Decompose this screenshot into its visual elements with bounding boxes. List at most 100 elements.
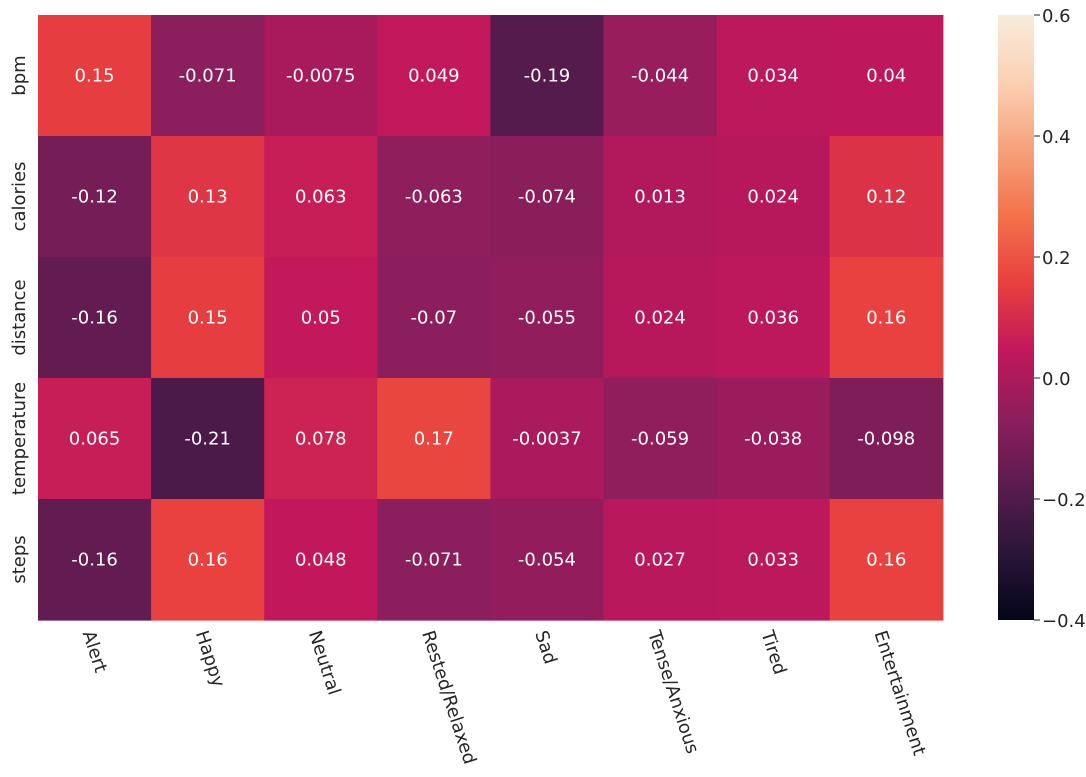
cell-value-label: -0.07: [411, 308, 458, 329]
x-tick-label-alert: Alert: [78, 628, 111, 675]
heatmap-cell-calories-alert: [38, 136, 152, 258]
x-tick-label-happy: Happy: [191, 628, 229, 690]
heatmap-cell-steps-tired: [716, 499, 831, 621]
heatmap-cell-labels: 0.15 -0.071 -0.0075 0.049 -0.19 -0.044 0.034 0.…: [69, 66, 915, 571]
heatmap-cell-temperature-happy: [151, 378, 265, 500]
cell-value-label: -0.071: [405, 550, 463, 571]
cell-value-label: -0.038: [744, 429, 802, 450]
cell-value-label: 0.05: [301, 308, 341, 329]
heatmap-cell-distance-entertainment: [829, 257, 944, 379]
y-tick-labels: bpm calories distance temperature steps: [9, 55, 30, 583]
cell-value-label: 0.16: [866, 550, 906, 571]
heatmap-cells: [38, 15, 944, 621]
heatmap-cell-steps-entertainment: [829, 499, 944, 621]
heatmap-cell-calories-happy: [151, 136, 265, 258]
heatmap-cell-calories-tense-anxious: [603, 136, 718, 258]
heatmap-cell-bpm-tense-anxious: [603, 15, 718, 137]
cell-value-label: -0.21: [184, 429, 231, 450]
y-tick-label-temperature: temperature: [9, 382, 30, 495]
cell-value-label: -0.071: [179, 66, 237, 87]
heatmap-cell-steps-rested-relaxed: [377, 499, 491, 621]
y-tick-label-distance: distance: [9, 279, 30, 355]
colorbar-tick-label: −0.2: [1042, 490, 1086, 511]
heatmap-cell-calories-entertainment: [829, 136, 944, 258]
cell-value-label: -0.044: [631, 66, 689, 87]
cell-value-label: -0.059: [631, 429, 689, 450]
colorbar-tick-label: 0.2: [1042, 248, 1071, 269]
heatmap-cell-temperature-neutral: [264, 378, 378, 500]
heatmap-cell-steps-sad: [490, 499, 605, 621]
cell-value-label: 0.15: [188, 308, 228, 329]
colorbar-tick-label: −0.4: [1042, 611, 1086, 632]
colorbar: −0.4 −0.2 0.0 0.2 0.4 0.6: [998, 6, 1086, 632]
cell-value-label: -0.055: [518, 308, 576, 329]
heatmap-cell-distance-tired: [716, 257, 831, 379]
heatmap-cell-calories-tired: [716, 136, 831, 258]
heatmap-cell-bpm-sad: [490, 15, 605, 137]
heatmap-cell-bpm-alert: [38, 15, 152, 137]
cell-value-label: 0.16: [866, 308, 906, 329]
x-tick-label-entertainment: Entertainment: [869, 628, 929, 758]
heatmap-cell-temperature-tense-anxious: [603, 378, 718, 500]
x-tick-label-sad: Sad: [530, 628, 560, 667]
heatmap-cell-bpm-entertainment: [829, 15, 944, 137]
cell-value-label: 0.024: [747, 187, 799, 208]
heatmap-cell-distance-rested-relaxed: [377, 257, 491, 379]
cell-value-label: 0.049: [408, 66, 460, 87]
cell-value-label: 0.15: [75, 66, 115, 87]
cell-value-label: 0.013: [634, 187, 686, 208]
colorbar-tick-label: 0.4: [1042, 127, 1071, 148]
x-tick-label-neutral: Neutral: [304, 628, 345, 698]
x-tick-label-rested-relaxed: Rested/Relaxed: [417, 628, 480, 767]
cell-value-label: 0.036: [747, 308, 799, 329]
heatmap-cell-distance-happy: [151, 257, 265, 379]
cell-value-label: 0.027: [634, 550, 686, 571]
colorbar-ticks: −0.4 −0.2 0.0 0.2 0.4 0.6: [1034, 6, 1086, 632]
heatmap-cell-distance-sad: [490, 257, 605, 379]
cell-value-label: -0.074: [518, 187, 576, 208]
cell-value-label: 0.04: [866, 66, 906, 87]
heatmap-cell-temperature-rested-relaxed: [377, 378, 491, 500]
heatmap-cell-calories-rested-relaxed: [377, 136, 491, 258]
x-tick-labels: Alert Happy Neutral Rested/Relaxed Sad Tense/…: [78, 627, 930, 767]
x-tick-label-tense-anxious: Tense/Anxious: [643, 627, 703, 756]
heatmap-cell-temperature-entertainment: [829, 378, 944, 500]
heatmap-cell-bpm-tired: [716, 15, 831, 137]
heatmap-cell-bpm-neutral: [264, 15, 378, 137]
cell-value-label: -0.0075: [286, 66, 355, 87]
cell-value-label: -0.098: [857, 429, 915, 450]
cell-value-label: 0.033: [747, 550, 799, 571]
cell-value-label: -0.16: [71, 550, 118, 571]
heatmap-cell-calories-neutral: [264, 136, 378, 258]
cell-value-label: -0.16: [71, 308, 118, 329]
cell-value-label: -0.0037: [512, 429, 581, 450]
cell-value-label: 0.063: [295, 187, 347, 208]
cell-value-label: 0.13: [188, 187, 228, 208]
y-tick-label-steps: steps: [9, 535, 30, 583]
cell-value-label: 0.16: [188, 550, 228, 571]
heatmap-cell-steps-neutral: [264, 499, 378, 621]
cell-value-label: 0.048: [295, 550, 347, 571]
cell-value-label: 0.034: [747, 66, 799, 87]
heatmap-cell-calories-sad: [490, 136, 605, 258]
heatmap-cell-steps-happy: [151, 499, 265, 621]
heatmap-cell-bpm-rested-relaxed: [377, 15, 491, 137]
heatmap-cell-bpm-happy: [151, 15, 265, 137]
heatmap-cell-steps-alert: [38, 499, 152, 621]
colorbar-gradient: [998, 15, 1034, 620]
cell-value-label: -0.054: [518, 550, 576, 571]
heatmap-cell-steps-tense-anxious: [603, 499, 718, 621]
cell-value-label: 0.12: [866, 187, 906, 208]
y-tick-label-bpm: bpm: [9, 55, 30, 95]
cell-value-label: -0.12: [71, 187, 118, 208]
cell-value-label: 0.17: [414, 429, 454, 450]
cell-value-label: 0.065: [69, 429, 121, 450]
heatmap-cell-distance-neutral: [264, 257, 378, 379]
x-tick-label-tired: Tired: [756, 627, 790, 677]
cell-value-label: 0.078: [295, 429, 347, 450]
cell-value-label: -0.063: [405, 187, 463, 208]
heatmap-cell-temperature-sad: [490, 378, 605, 500]
heatmap-cell-temperature-alert: [38, 378, 152, 500]
cell-value-label: 0.024: [634, 308, 686, 329]
